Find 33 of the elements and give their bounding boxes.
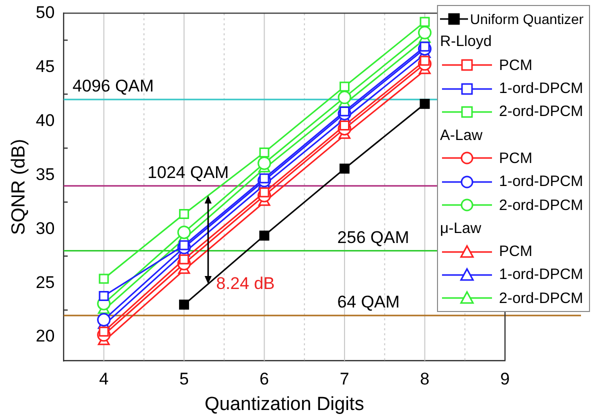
y-tick-label: 30 xyxy=(36,218,55,238)
y-tick-label: 45 xyxy=(36,56,55,76)
y-tick-label: 25 xyxy=(36,272,55,292)
legend-label: Uniform Quantizer xyxy=(470,10,584,27)
y-tick-label: 35 xyxy=(36,164,55,184)
legend-label: 1-ord-DPCM xyxy=(499,80,584,98)
y-tick-label: 50 xyxy=(36,2,55,22)
x-tick-label: 4 xyxy=(99,370,109,389)
annotation: 8.24 dB xyxy=(216,274,275,293)
legend-label: 1-ord-DPCM xyxy=(499,266,584,284)
legend-label: 2-ord-DPCM xyxy=(499,103,584,120)
legend-label: PCM xyxy=(499,56,532,74)
legend-label: 1-ord-DPCM xyxy=(499,173,584,190)
legend-label: 2-ord-DPCM xyxy=(499,290,584,307)
x-tick-label: 9 xyxy=(500,370,510,389)
y-tick-label: 20 xyxy=(36,326,55,346)
annotation: R-Lloyd xyxy=(440,32,493,52)
x-tick-label: 7 xyxy=(340,370,350,389)
annotation: A-Law xyxy=(440,126,484,146)
x-axis-title: Quantization Digits xyxy=(204,394,364,415)
x-tick-label: 8 xyxy=(420,370,430,389)
ref-line-label: 64 QAM xyxy=(337,292,400,312)
x-tick-label: 5 xyxy=(179,370,189,389)
annotation: μ-Law xyxy=(440,218,482,239)
x-tick-label: 6 xyxy=(260,370,270,389)
y-tick-label: 40 xyxy=(36,110,55,130)
legend-label: 2-ord-DPCM xyxy=(499,196,584,214)
ref-line-label: 1024 QAM xyxy=(148,163,229,182)
y-axis-title: SQNR (dB) xyxy=(8,138,30,236)
ref-line-label: 4096 QAM xyxy=(72,76,154,96)
ref-line-label: 256 QAM xyxy=(337,228,410,247)
legend-label: PCM xyxy=(499,243,532,260)
legend-label: PCM xyxy=(499,150,532,167)
